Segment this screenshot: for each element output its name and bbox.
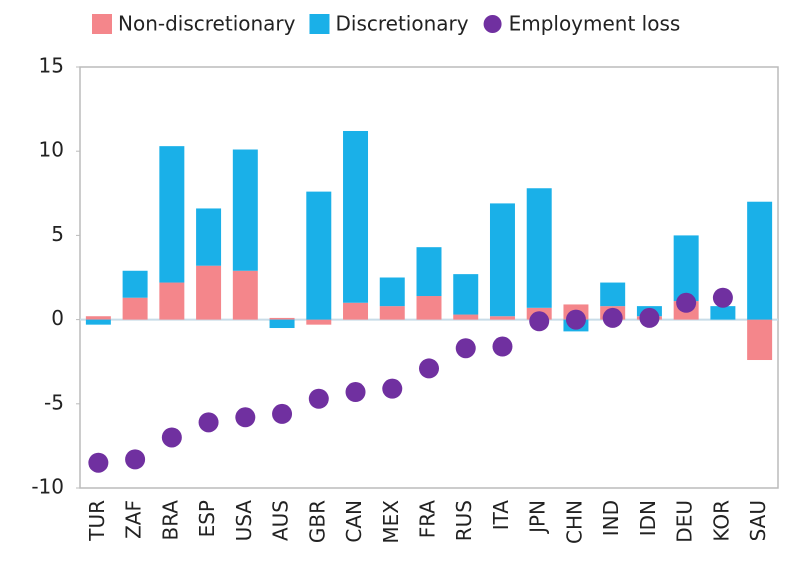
bar-segment <box>673 235 699 302</box>
x-tick-label: ZAF <box>122 500 146 539</box>
legend-label: Non-discretionary <box>118 12 296 36</box>
bar-segment <box>343 130 369 303</box>
bar-segment <box>232 149 258 271</box>
point <box>529 311 550 332</box>
point <box>125 449 146 470</box>
y-tick-label: 15 <box>39 54 64 78</box>
point <box>308 388 329 409</box>
point <box>198 412 219 433</box>
point <box>419 358 439 379</box>
x-tick-label: CAN <box>342 500 366 543</box>
y-tick-label: 10 <box>39 138 64 162</box>
legend-label: Employment loss <box>509 12 681 36</box>
bar-segment <box>269 317 295 320</box>
bar-segment <box>122 297 148 320</box>
bar-segment <box>85 319 111 325</box>
legend-label: Discretionary <box>335 12 468 36</box>
point <box>161 427 182 448</box>
bar-segment <box>306 319 332 325</box>
plot-area <box>79 66 779 489</box>
bar-segment <box>453 274 479 315</box>
bar-segment <box>747 319 773 361</box>
x-tick-label: AUS <box>269 500 293 541</box>
point <box>88 452 109 473</box>
point <box>492 336 513 357</box>
y-tick-label: 0 <box>51 306 64 330</box>
bar-segment <box>526 188 552 308</box>
point <box>235 407 256 428</box>
bar-segment <box>159 146 185 283</box>
point <box>712 287 733 308</box>
x-tick-label: TUR <box>85 500 109 542</box>
legend-marker <box>92 14 112 34</box>
x-tick-label: JPN <box>526 500 550 535</box>
point <box>382 378 403 399</box>
bar-segment <box>269 319 295 329</box>
bar-segment <box>600 282 626 307</box>
bar-segment <box>747 201 773 320</box>
legend-marker <box>309 14 330 34</box>
bar-segment <box>306 191 332 320</box>
y-tick-label: 5 <box>51 222 64 246</box>
x-tick-label: MEX <box>379 500 403 544</box>
x-tick-label: DEU <box>673 500 697 543</box>
bar-segment <box>379 306 405 320</box>
bar-segment <box>232 270 258 320</box>
legend-marker <box>483 15 502 33</box>
y-tick-label: -10 <box>31 475 64 499</box>
bar-segment <box>710 306 736 320</box>
point <box>345 382 366 403</box>
bar-segment <box>489 203 515 317</box>
bar-segment <box>453 314 479 320</box>
point <box>455 338 476 359</box>
bar-segment <box>416 247 442 297</box>
bar-segment <box>416 296 442 320</box>
y-tick-label: -5 <box>44 390 64 414</box>
x-tick-label: ESP <box>195 500 219 537</box>
x-tick-label: ITA <box>489 500 513 531</box>
bar-segment <box>122 270 148 298</box>
point <box>602 307 623 328</box>
x-tick-label: CHN <box>562 500 586 544</box>
x-tick-label: KOR <box>709 500 733 542</box>
bar-segment <box>489 316 515 320</box>
point <box>676 292 697 313</box>
x-tick-label: FRA <box>416 500 440 539</box>
x-tick-label: BRA <box>158 500 182 541</box>
point <box>639 307 660 328</box>
bar-segment <box>85 316 111 320</box>
bar-segment <box>159 282 185 320</box>
bar-segment <box>343 302 369 320</box>
x-tick-label: RUS <box>452 500 476 541</box>
x-tick-label: IND <box>599 500 623 536</box>
point <box>565 309 586 330</box>
x-tick-label: IDN <box>636 500 660 536</box>
x-tick-label: SAU <box>746 500 770 541</box>
bar-segment <box>196 265 222 320</box>
x-tick-label: GBR <box>305 500 329 543</box>
bar-segment <box>196 208 222 266</box>
point <box>272 403 293 424</box>
x-tick-label: USA <box>232 500 256 542</box>
bar-segment <box>379 277 405 307</box>
